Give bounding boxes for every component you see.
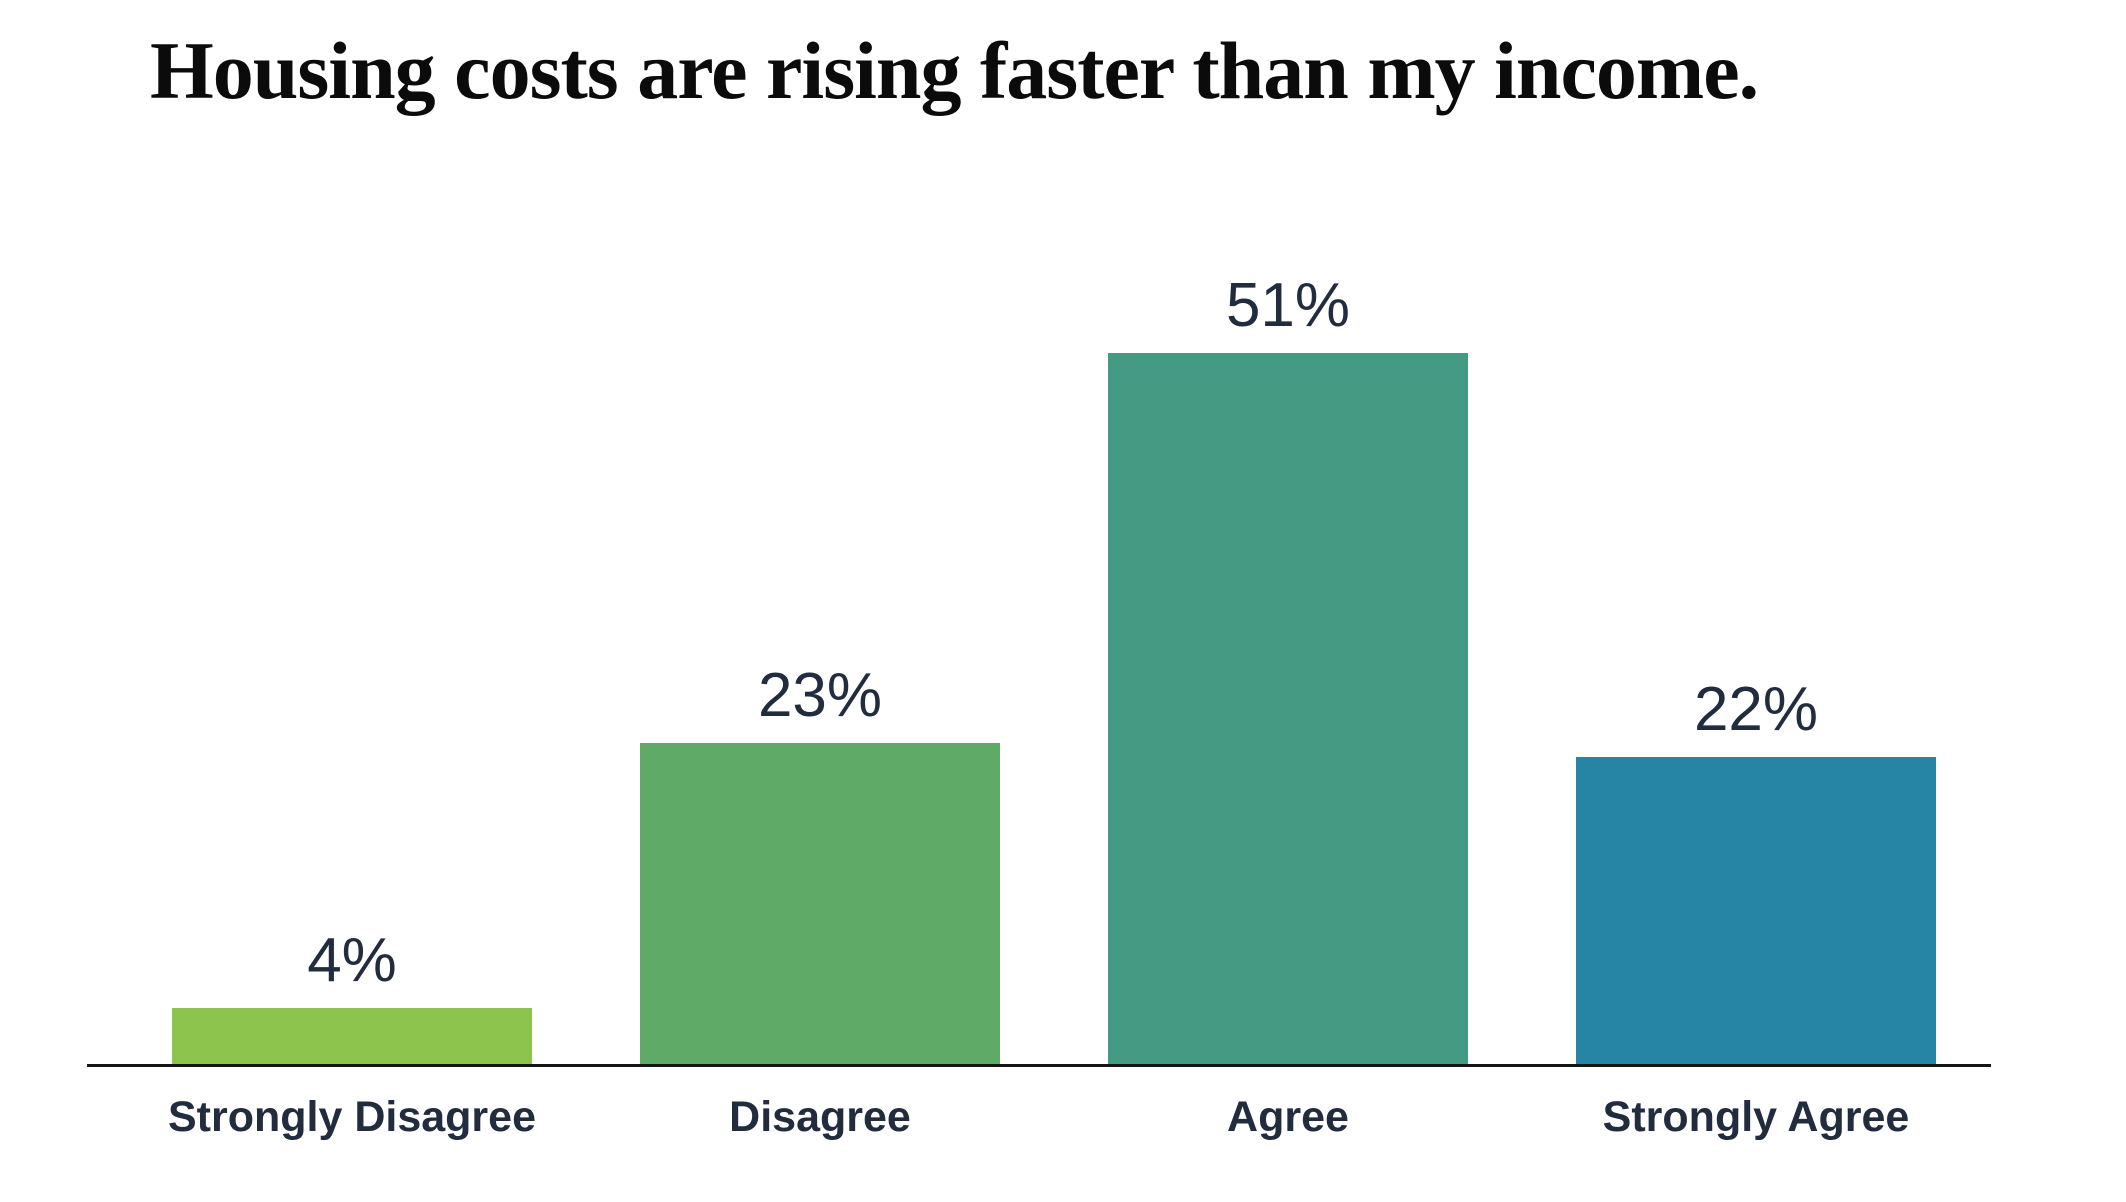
x-axis-line <box>87 1064 1991 1067</box>
bar-group-disagree: 23% <box>640 660 1000 1064</box>
x-axis-tick-label: Agree <box>1227 1093 1349 1141</box>
bar-group-strongly-disagree: 4% <box>172 925 532 1064</box>
bar-group-agree: 51% <box>1108 270 1468 1064</box>
bar-disagree <box>640 743 1000 1064</box>
value-label: 4% <box>307 925 397 995</box>
bar-strongly-disagree <box>172 1008 532 1064</box>
value-label: 23% <box>757 660 883 730</box>
bar-agree <box>1108 353 1468 1064</box>
x-axis-tick-label: Strongly Disagree <box>168 1093 536 1141</box>
chart-title: Housing costs are rising faster than my … <box>150 25 1759 116</box>
value-label: 51% <box>1225 270 1351 340</box>
bar-group-strongly-agree: 22% <box>1576 674 1936 1064</box>
bar-strongly-agree <box>1576 757 1936 1064</box>
x-axis-tick-label: Disagree <box>729 1093 911 1141</box>
value-label: 22% <box>1693 674 1819 744</box>
x-axis-tick-label: Strongly Agree <box>1602 1093 1910 1141</box>
